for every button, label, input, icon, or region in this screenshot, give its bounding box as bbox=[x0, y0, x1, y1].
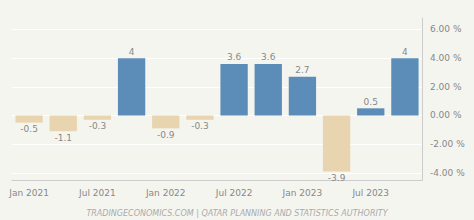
svg-text:3.6: 3.6 bbox=[261, 52, 276, 62]
svg-text:Jul 2023: Jul 2023 bbox=[351, 188, 389, 198]
svg-text:Jan 2021: Jan 2021 bbox=[8, 188, 49, 198]
svg-text:Jul 2022: Jul 2022 bbox=[215, 188, 253, 198]
svg-text:0.5: 0.5 bbox=[364, 97, 378, 107]
svg-text:2.7: 2.7 bbox=[295, 65, 309, 75]
svg-text:-0.3: -0.3 bbox=[89, 121, 107, 131]
svg-text:4: 4 bbox=[129, 47, 135, 57]
svg-text:2.00 %: 2.00 % bbox=[430, 82, 462, 92]
svg-text:Jul 2021: Jul 2021 bbox=[78, 188, 116, 198]
svg-text:TRADINGECONOMICS.COM | QATAR P: TRADINGECONOMICS.COM | QATAR PLANNING AN… bbox=[86, 209, 388, 218]
svg-text:Jan 2023: Jan 2023 bbox=[282, 188, 323, 198]
svg-text:-0.9: -0.9 bbox=[157, 130, 175, 140]
svg-text:-3.9: -3.9 bbox=[328, 173, 346, 183]
svg-text:-1.1: -1.1 bbox=[54, 133, 72, 143]
svg-text:-0.5: -0.5 bbox=[20, 124, 38, 134]
svg-text:3.6: 3.6 bbox=[227, 52, 242, 62]
svg-text:-0.3: -0.3 bbox=[191, 121, 209, 131]
svg-text:4: 4 bbox=[402, 47, 408, 57]
svg-text:Jan 2022: Jan 2022 bbox=[145, 188, 186, 198]
svg-text:0.00 %: 0.00 % bbox=[430, 110, 462, 120]
svg-text:-2.00 %: -2.00 % bbox=[430, 139, 465, 149]
svg-text:6.00 %: 6.00 % bbox=[430, 24, 462, 34]
svg-text:-4.00 %: -4.00 % bbox=[430, 168, 465, 178]
svg-text:4.00 %: 4.00 % bbox=[430, 53, 462, 63]
